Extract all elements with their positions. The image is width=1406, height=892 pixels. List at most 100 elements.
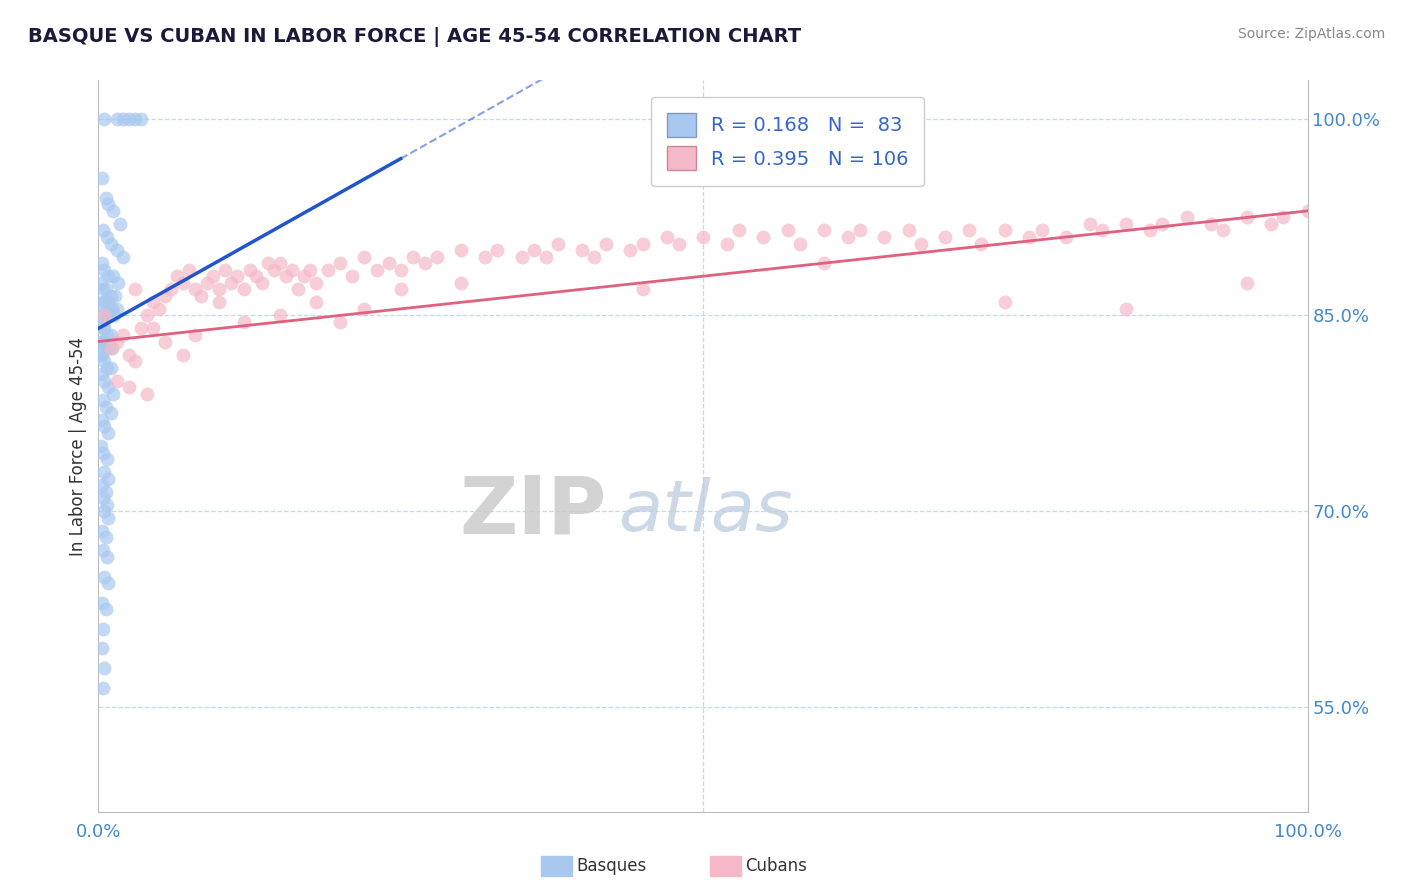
Point xyxy=(94,530,117,544)
Point xyxy=(957,223,980,237)
Point xyxy=(93,354,115,368)
Point xyxy=(450,276,472,290)
Point xyxy=(208,295,231,310)
Point xyxy=(402,250,425,264)
Point xyxy=(93,419,115,434)
Point xyxy=(93,262,115,277)
Point xyxy=(172,347,194,362)
Point xyxy=(91,681,114,695)
Point xyxy=(91,282,114,296)
Point xyxy=(97,425,120,440)
Text: BASQUE VS CUBAN IN LABOR FORCE | AGE 45-54 CORRELATION CHART: BASQUE VS CUBAN IN LABOR FORCE | AGE 45-… xyxy=(28,27,801,46)
Point xyxy=(91,367,114,381)
Point xyxy=(305,276,328,290)
Point xyxy=(90,315,112,329)
Point xyxy=(668,236,690,251)
Point xyxy=(111,112,134,127)
Point xyxy=(1175,211,1198,225)
Point xyxy=(631,236,654,251)
Point xyxy=(91,524,114,538)
Point xyxy=(547,236,569,251)
Point xyxy=(1139,223,1161,237)
Point xyxy=(166,269,188,284)
Point xyxy=(93,112,115,127)
Point xyxy=(93,321,115,335)
Point xyxy=(94,602,117,616)
Point xyxy=(96,328,118,343)
Point xyxy=(232,282,254,296)
Point xyxy=(619,243,641,257)
Point xyxy=(97,380,120,394)
Point xyxy=(101,386,124,401)
Point xyxy=(93,374,115,388)
Point xyxy=(105,301,128,316)
Point xyxy=(184,282,207,296)
Point xyxy=(474,250,496,264)
Point xyxy=(91,256,114,270)
Point xyxy=(91,491,114,506)
Point xyxy=(1272,211,1295,225)
Point xyxy=(994,223,1017,237)
Point xyxy=(91,393,114,408)
Point xyxy=(94,282,117,296)
Point xyxy=(124,354,146,368)
Point xyxy=(226,269,249,284)
Point xyxy=(232,315,254,329)
Point xyxy=(105,243,128,257)
Point xyxy=(269,256,291,270)
Point xyxy=(100,328,122,343)
Point xyxy=(97,295,120,310)
Point xyxy=(91,478,114,492)
Point xyxy=(970,236,993,251)
Point xyxy=(94,400,117,414)
Point xyxy=(100,360,122,375)
Point xyxy=(1236,276,1258,290)
Point xyxy=(96,549,118,564)
Point xyxy=(90,347,112,362)
Point xyxy=(1260,217,1282,231)
Point xyxy=(98,309,121,323)
Point xyxy=(172,276,194,290)
Point xyxy=(91,641,114,656)
Point xyxy=(789,236,811,251)
Point xyxy=(129,321,152,335)
Point xyxy=(100,341,122,355)
Point xyxy=(631,282,654,296)
Point xyxy=(813,223,835,237)
Point xyxy=(214,262,236,277)
Point xyxy=(103,309,125,323)
Point xyxy=(221,276,243,290)
Point xyxy=(91,171,114,186)
Point xyxy=(239,262,262,277)
Point xyxy=(1054,230,1077,244)
Point xyxy=(595,236,617,251)
Point xyxy=(190,289,212,303)
Point xyxy=(91,622,114,636)
Point xyxy=(716,236,738,251)
Point xyxy=(353,301,375,316)
Y-axis label: In Labor Force | Age 45-54: In Labor Force | Age 45-54 xyxy=(69,336,87,556)
Point xyxy=(571,243,593,257)
Text: Source: ZipAtlas.com: Source: ZipAtlas.com xyxy=(1237,27,1385,41)
Point xyxy=(897,223,920,237)
Point xyxy=(994,295,1017,310)
Point xyxy=(1212,223,1234,237)
Point xyxy=(93,661,115,675)
Point xyxy=(534,250,557,264)
Point xyxy=(96,341,118,355)
Point xyxy=(523,243,546,257)
Point xyxy=(450,243,472,257)
Point xyxy=(93,309,115,323)
Point xyxy=(96,452,118,467)
Point xyxy=(93,504,115,518)
Point xyxy=(250,276,273,290)
Text: atlas: atlas xyxy=(619,477,793,546)
Point xyxy=(366,262,388,277)
Point xyxy=(1115,217,1137,231)
Point xyxy=(353,250,375,264)
Point xyxy=(329,256,352,270)
Point xyxy=(910,236,932,251)
Point xyxy=(342,269,364,284)
Point xyxy=(93,334,115,349)
Point xyxy=(849,223,872,237)
